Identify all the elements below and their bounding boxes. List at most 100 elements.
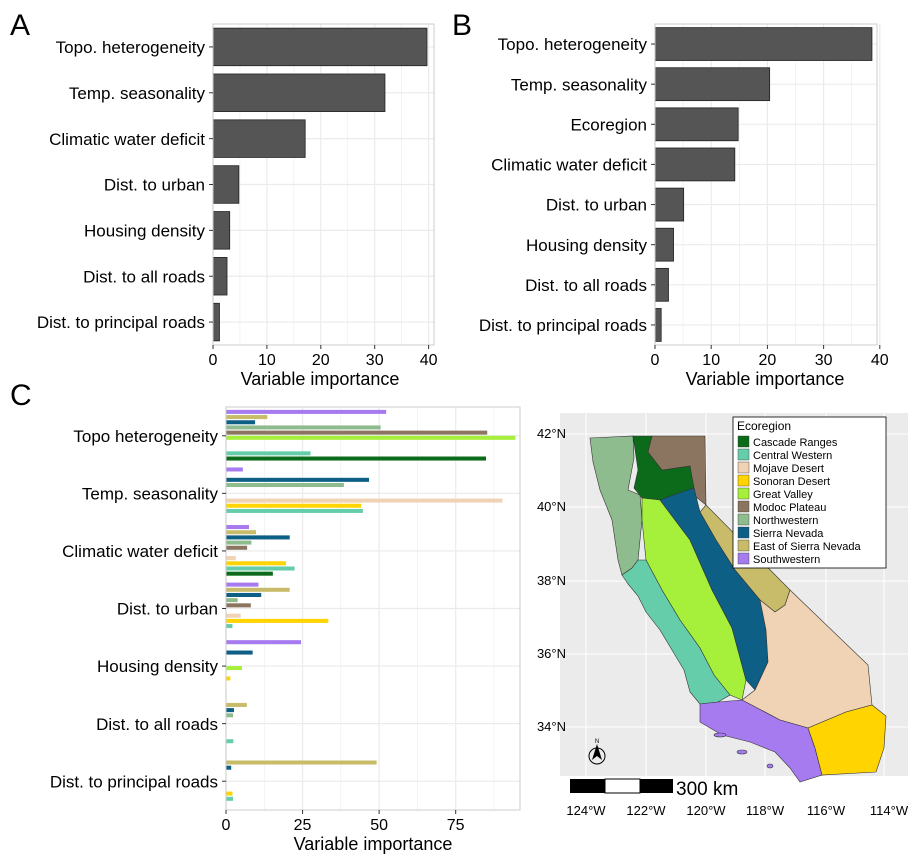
bar — [226, 708, 234, 713]
category-label: Dist. to principal roads — [37, 313, 205, 332]
legend-swatch — [737, 448, 750, 461]
bar — [654, 227, 674, 262]
category-label: Temp. seasonality — [82, 484, 219, 503]
bar — [654, 187, 685, 222]
x-tick-label: 30 — [366, 352, 384, 369]
bar — [226, 477, 370, 482]
legend-item-label: Central Western — [753, 450, 832, 462]
channel-island — [736, 749, 748, 755]
category-label: Topo. heterogeneity — [56, 38, 206, 57]
bar — [226, 420, 256, 425]
legend-item-label: Great Valley — [753, 489, 813, 501]
scale-label: 300 km — [676, 779, 738, 800]
x-tick-label: 0 — [222, 817, 231, 834]
bar — [226, 676, 231, 681]
category-label: Topo. heterogeneity — [498, 35, 648, 54]
x-tick-label: 0 — [209, 352, 218, 369]
lon-label: 114°W — [870, 803, 909, 818]
legend-item-label: Sierra Nevada — [753, 528, 824, 540]
region-southwestern — [699, 699, 823, 783]
legend-item-label: Northwestern — [753, 515, 818, 527]
chart-a: Topo. heterogeneity Temp. seasonality Clim… — [37, 23, 438, 389]
lon-label: 124°W — [566, 803, 606, 818]
category-label: Housing density — [526, 236, 647, 255]
panel-border — [654, 23, 878, 346]
category-label: Dist. to principal roads — [479, 316, 647, 335]
chart-c: Topo heterogeneity Temp. seasonality Clima… — [50, 406, 521, 854]
north-arrow: N — [588, 739, 606, 765]
bar — [226, 503, 362, 508]
ecoregion-polygons — [589, 435, 887, 783]
bar — [226, 530, 257, 535]
category-label: Climatic water deficit — [62, 542, 218, 561]
legend-item-label: Southwestern — [753, 554, 820, 566]
category-label: Dist. to all roads — [96, 715, 218, 734]
bar — [226, 739, 234, 744]
bar — [226, 760, 377, 765]
bar — [226, 587, 290, 592]
bar — [226, 467, 243, 472]
bar — [226, 765, 232, 770]
legend-swatch — [737, 487, 750, 500]
bar — [226, 456, 487, 461]
lat-label: 40°N — [537, 499, 566, 514]
bar — [226, 451, 311, 456]
bar — [212, 27, 428, 67]
legend-item-label: Modoc Plateau — [753, 502, 826, 514]
legend-item-label: Mojave Desert — [753, 463, 824, 475]
map-lon-labels: 124°W 122°W 120°W 118°W 116°W 114°W — [566, 803, 908, 818]
chart-b: Topo. heterogeneity Temp. seasonality Ecor… — [479, 23, 889, 389]
bar — [226, 540, 252, 545]
bar — [226, 525, 249, 530]
bar — [226, 482, 344, 488]
x-tick-label: 10 — [702, 352, 720, 369]
legend-swatch — [737, 526, 750, 539]
category-label: Ecoregion — [570, 115, 647, 134]
bar — [226, 582, 259, 587]
bar — [226, 796, 234, 801]
category-label: Temp. seasonality — [69, 84, 206, 103]
category-label: Temp. seasonality — [511, 75, 648, 94]
legend-frame — [732, 416, 887, 569]
panel-letter-b: B — [452, 9, 472, 42]
lat-label: 38°N — [537, 573, 566, 588]
channel-island — [766, 763, 774, 769]
scale-segment — [604, 778, 641, 794]
lon-label: 118°W — [746, 803, 785, 818]
bar — [226, 498, 503, 503]
bar — [212, 119, 306, 158]
legend-item-label: Cascade Ranges — [753, 437, 838, 449]
bar — [212, 257, 228, 296]
bar — [226, 713, 234, 718]
bar — [226, 545, 248, 550]
north-arrow-needle — [592, 744, 602, 760]
x-axis-label: Variable importance — [686, 369, 845, 389]
bar — [212, 302, 220, 342]
bar — [654, 27, 873, 61]
bar — [226, 613, 241, 618]
x-tick-label: 40 — [420, 352, 438, 369]
bar — [226, 561, 287, 566]
x-tick-label: 50 — [370, 817, 388, 834]
bar — [226, 650, 253, 655]
bar — [654, 107, 739, 142]
legend-item-label: East of Sierra Nevada — [753, 541, 861, 553]
legend-swatch — [737, 500, 750, 513]
x-tick-label: 20 — [759, 352, 777, 369]
category-label: Climatic water deficit — [491, 156, 647, 175]
category-label: Climatic water deficit — [49, 130, 205, 149]
lat-label: 36°N — [537, 646, 566, 661]
lon-label: 122°W — [626, 803, 666, 818]
x-tick-label: 0 — [651, 352, 660, 369]
x-tick-label: 25 — [294, 817, 312, 834]
panel-letter-a: A — [10, 9, 30, 42]
bar — [212, 165, 240, 204]
legend-swatch — [737, 461, 750, 474]
region-sonoran — [807, 704, 887, 776]
bar — [226, 430, 488, 435]
legend-title: Ecoregion — [737, 419, 791, 433]
bar — [226, 435, 516, 440]
x-tick-label: 30 — [815, 352, 833, 369]
